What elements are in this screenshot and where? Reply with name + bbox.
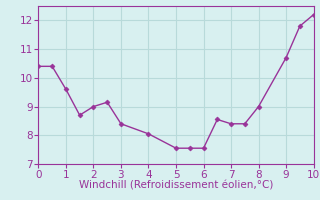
X-axis label: Windchill (Refroidissement éolien,°C): Windchill (Refroidissement éolien,°C): [79, 181, 273, 191]
